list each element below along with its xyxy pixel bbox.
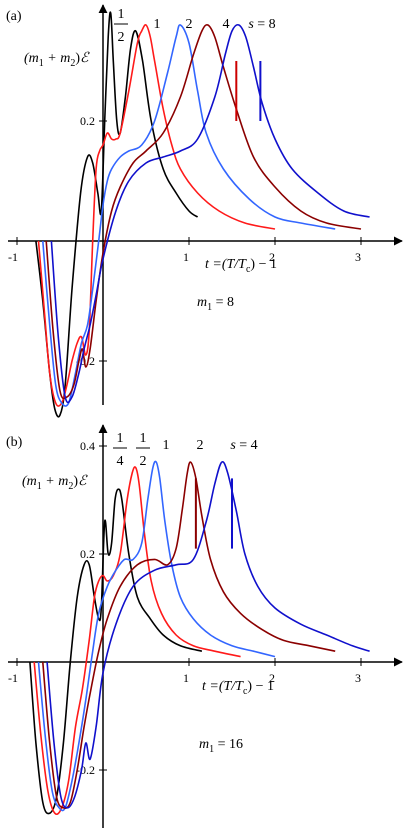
x-tick-label: 2 (269, 671, 275, 685)
y-tick-label: 0.2 (80, 114, 95, 128)
series-label-1: 1 (154, 17, 161, 32)
panel-b-markers (194, 478, 233, 549)
svg-text:1: 1 (118, 7, 125, 22)
panel-a: (a) (m1 + m2)ℰ -1 1 2 30.2-0.2 1 2 1 2 4 s … (6, 4, 403, 418)
panel-b: (b) (m1 + m2)ℰ -1 1 2 30.40.2-0.2 1 4 1 2 1… (6, 424, 403, 828)
series-label-1: 1 (163, 438, 170, 453)
series-line (35, 11, 199, 418)
svg-text:(m1 + m2)ℰ: (m1 + m2)ℰ (22, 474, 88, 492)
x-tick-label: 1 (183, 250, 189, 264)
ylabel-symbol: ℰ (80, 51, 90, 66)
panel-b-xlabel: t =(T/Tc) − 1 (202, 679, 274, 697)
ylabel-sub1: 1 (39, 58, 44, 69)
svg-text:2: 2 (118, 30, 125, 45)
series-label-quarter: 1 4 (113, 431, 127, 469)
panel-b-ylabel: (m1 + m2)ℰ (22, 474, 88, 492)
panel-a-ylabel: (m1 + m2)ℰ (24, 51, 90, 69)
panel-a-label: (a) (6, 9, 22, 24)
y-tick-label: 0.4 (80, 439, 95, 453)
svg-text:2: 2 (140, 454, 147, 469)
series-label-half: 1 2 (114, 7, 128, 45)
panel-b-label: (b) (6, 435, 23, 450)
series-line (42, 24, 336, 407)
panel-b-series-labels: 1 4 1 2 1 2 s = 4 (113, 431, 258, 469)
panel-a-series-labels: 1 2 1 2 4 s = 8 (114, 7, 276, 45)
svg-text:4: 4 (117, 454, 124, 469)
panel-a-curves (35, 11, 370, 418)
ylabel-open: (m (24, 51, 39, 66)
series-line (46, 461, 370, 809)
x-tick-label: -1 (8, 250, 18, 264)
svg-text:(m1 + m2)ℰ: (m1 + m2)ℰ (24, 51, 90, 69)
series-label-s8: s = 8 (248, 17, 275, 32)
x-tick-label: 2 (269, 250, 275, 264)
panel-b-param: m1 = 16 (199, 737, 243, 755)
series-label-4: 4 (223, 17, 230, 32)
svg-text:1: 1 (140, 431, 147, 446)
series-line (50, 23, 370, 404)
x-tick-label: 3 (355, 250, 361, 264)
ylabel-close: ) (75, 51, 80, 66)
svg-text:1: 1 (117, 431, 124, 446)
series-label-half: 1 2 (136, 431, 150, 469)
panel-a-xlabel: t =(T/Tc) − 1 (205, 257, 277, 275)
panel-a-markers (235, 61, 262, 121)
series-line (45, 23, 362, 400)
series-label-2: 2 (197, 438, 204, 453)
svg-text:t =(T/Tc) − 1: t =(T/Tc) − 1 (205, 257, 277, 275)
ylabel-sub2: 2 (70, 58, 75, 69)
series-label-2: 2 (186, 17, 193, 32)
series-line (37, 460, 276, 812)
series-line (33, 466, 241, 816)
x-tick-label: 3 (355, 671, 361, 685)
series-label-s4: s = 4 (230, 438, 257, 453)
x-tick-label: -1 (8, 671, 18, 685)
series-line (37, 24, 276, 407)
panel-b-curves (29, 460, 370, 816)
ylabel-plus: + m (44, 51, 71, 66)
svg-text:t =(T/Tc) − 1: t =(T/Tc) − 1 (202, 679, 274, 697)
panel-a-param: m1 = 8 (197, 295, 234, 313)
series-line (42, 461, 336, 810)
y-tick-label: 0.2 (80, 547, 95, 561)
x-tick-label: 1 (183, 671, 189, 685)
